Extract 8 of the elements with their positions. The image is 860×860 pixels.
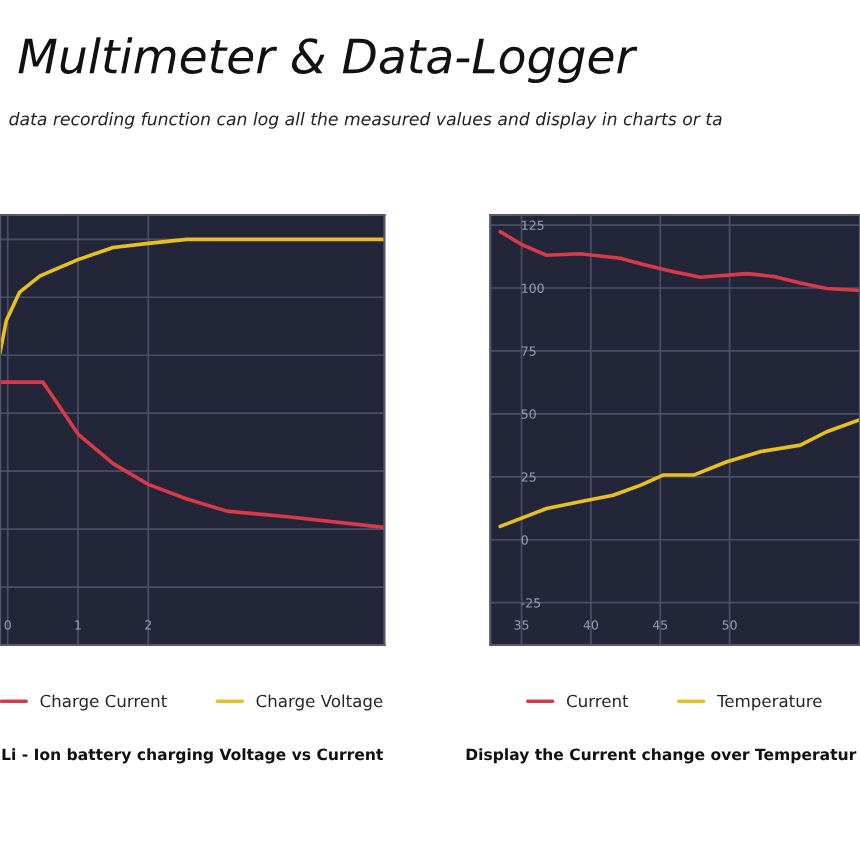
chart-title: Multimeter & Data-Logger [18,37,638,84]
legend-label: Charge Voltage [256,694,383,711]
chart-subtitle: data recording function can log all the measured values and display in charts or ta [9,112,722,129]
legend-label: Temperature [716,694,822,711]
line-series [498,417,860,529]
legend-label: Charge Current [40,694,167,711]
line-series [498,229,860,293]
legend-label: Current [566,694,629,708]
